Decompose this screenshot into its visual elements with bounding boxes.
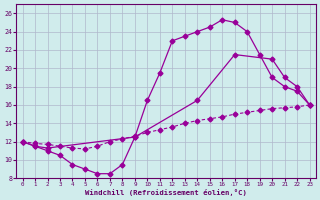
X-axis label: Windchill (Refroidissement éolien,°C): Windchill (Refroidissement éolien,°C): [85, 189, 247, 196]
